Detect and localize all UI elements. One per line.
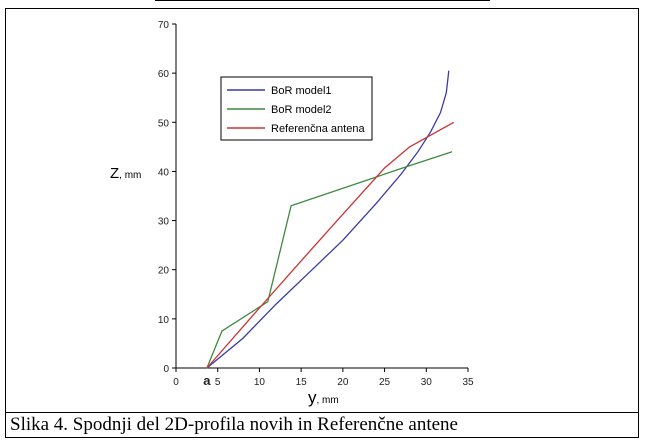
- y-tick-label: 20: [158, 266, 170, 277]
- legend-label: Referenčna antena: [271, 123, 365, 135]
- y-axis-label: Z, mm: [110, 165, 141, 182]
- y-tick-label: 40: [158, 167, 170, 178]
- x-tick-label: 0: [173, 377, 179, 388]
- y-tick-label: 60: [158, 69, 170, 80]
- figure-caption: Slika 4. Spodnji del 2D-profila novih in…: [10, 414, 458, 435]
- series-line: [206, 151, 453, 369]
- y-tick-label: 50: [158, 118, 170, 129]
- y-tick-label: 70: [158, 20, 170, 31]
- x-axis-label: y, mm: [308, 388, 339, 407]
- x-tick-label: 5: [215, 377, 221, 388]
- y-tick-label: 10: [158, 315, 170, 326]
- x-tick-label: 20: [337, 377, 349, 388]
- axis-labels: Z, mm y, mm: [110, 165, 339, 407]
- series-layer: [206, 70, 455, 369]
- x-tick-label: a: [203, 373, 211, 388]
- y-tick-label: 0: [163, 364, 169, 375]
- caption-divider: [5, 412, 639, 413]
- x-tick-label: 30: [421, 377, 433, 388]
- axes: 0 10 20 30 40 50 60 70 0 a 5 10 15 20 25 30 35: [158, 20, 474, 388]
- chart-svg: 0 10 20 30 40 50 60 70 0 a 5 10 15 20 25 30 35 BoR model…: [110, 20, 474, 407]
- legend-label: BoR model1: [271, 85, 332, 97]
- series-line: [206, 70, 450, 369]
- x-tick-label: 10: [254, 377, 266, 388]
- x-tick-label: 15: [296, 377, 308, 388]
- legend: BoR model1 BoR model2 Referenčna antena: [220, 76, 373, 141]
- y-tick-label: 30: [158, 217, 170, 228]
- x-tick-label: 25: [379, 377, 391, 388]
- x-tick-label: 35: [462, 377, 474, 388]
- series-line: [206, 121, 455, 369]
- top-border-line: [155, 0, 490, 1]
- legend-label: BoR model2: [271, 104, 332, 116]
